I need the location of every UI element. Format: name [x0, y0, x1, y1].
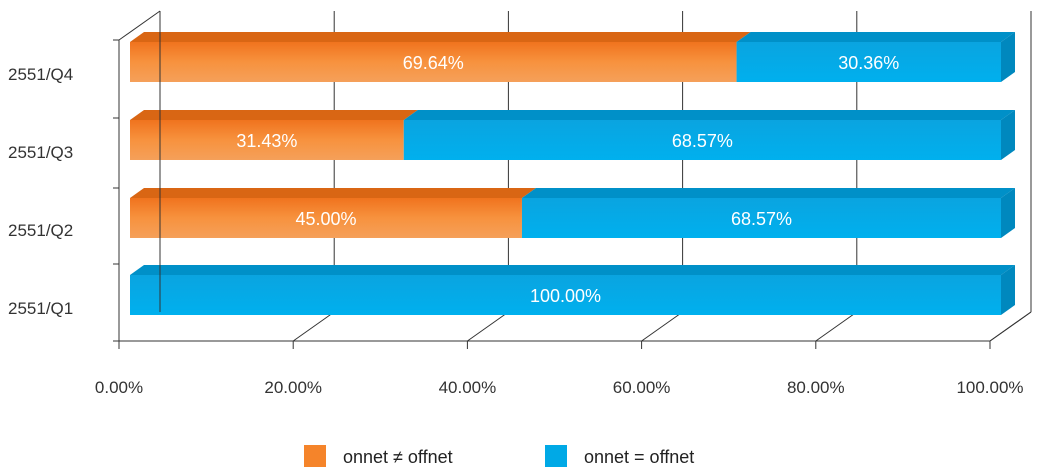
bar-top-face	[130, 110, 418, 120]
bars-layer	[130, 32, 1015, 315]
legend-label: onnet ≠ offnet	[343, 447, 453, 467]
bar-top-face	[130, 265, 1015, 275]
x-tick-label: 40.00%	[439, 378, 497, 397]
floor-right-edge	[989, 311, 1032, 342]
bar-value-label: 45.00%	[295, 209, 356, 229]
bar-value-label: 100.00%	[530, 286, 601, 306]
bar-segment	[130, 265, 1015, 315]
legend-swatch-blue	[545, 445, 567, 467]
bar-end-cap	[1001, 265, 1015, 315]
gridline-floor	[815, 311, 858, 342]
bar-top-face	[403, 110, 1015, 120]
x-tick-label: 20.00%	[264, 378, 322, 397]
bar-front-face	[736, 42, 1001, 82]
bar-end-cap	[1001, 32, 1015, 82]
x-tick-label: 60.00%	[613, 378, 671, 397]
y-category-label: 2551/Q2	[8, 221, 73, 240]
x-tick-label: 100.00%	[956, 378, 1023, 397]
legend-label: onnet = offnet	[584, 447, 694, 467]
bar-segment	[130, 110, 418, 160]
bar-value-label: 31.43%	[236, 131, 297, 151]
x-tick-label: 80.00%	[787, 378, 845, 397]
bar-top-face	[736, 32, 1015, 42]
y-category-label: 2551/Q1	[8, 299, 73, 318]
bar-front-face	[130, 120, 404, 160]
y-category-label: 2551/Q4	[8, 65, 73, 84]
bar-front-face	[403, 120, 1001, 160]
bar-value-label: 68.57%	[672, 131, 733, 151]
legend-swatch-orange	[304, 445, 326, 467]
bar-segment	[736, 32, 1015, 82]
bar-front-face	[130, 198, 522, 238]
bar-front-face	[130, 42, 737, 82]
bar-top-face	[130, 32, 751, 42]
bar-segment	[521, 188, 1015, 238]
bar-top-face	[521, 188, 1015, 198]
bar-value-label: 68.57%	[731, 209, 792, 229]
y-category-label: 2551/Q3	[8, 143, 73, 162]
left-wall-top-edge	[118, 10, 161, 41]
bar-end-cap	[1001, 188, 1015, 238]
gridline-floor	[641, 311, 683, 342]
legend: onnet ≠ offnet onnet = offnet	[304, 445, 694, 467]
bar-value-label: 30.36%	[838, 53, 899, 73]
bar-segment	[403, 110, 1015, 160]
labels-layer: 100.00% 45.00% 68.57% 31.43% 68.57% 69.64% 30.…	[236, 53, 899, 306]
bar-front-face	[521, 198, 1001, 238]
bar-segment	[130, 188, 536, 238]
bar-end-cap	[1001, 110, 1015, 160]
bar-top-face	[130, 188, 536, 198]
legend-item-onnet-equal-offnet: onnet = offnet	[545, 445, 694, 467]
legend-item-onnet-not-equal-offnet: onnet ≠ offnet	[304, 445, 453, 467]
bar-front-face	[130, 275, 1001, 315]
gridline-floor	[292, 311, 335, 342]
bar-segment	[130, 32, 751, 82]
axis-layer: 0.00% 20.00% 40.00% 60.00% 80.00% 100.00% 2551…	[8, 10, 1032, 397]
bar-value-label: 69.64%	[403, 53, 464, 73]
gridline-floor	[467, 311, 509, 342]
x-tick-label: 0.00%	[95, 378, 143, 397]
